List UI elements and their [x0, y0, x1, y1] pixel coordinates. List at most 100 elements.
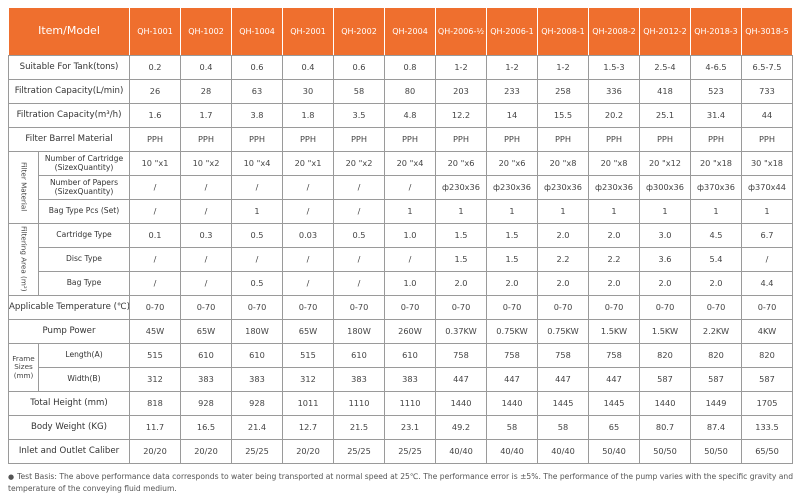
table-cell: 0.6 [231, 55, 283, 80]
table-cell: 30 "x18 [741, 151, 793, 176]
table-cell: 587 [690, 367, 742, 392]
table-cell: / [129, 199, 181, 224]
table-cell: 1011 [282, 391, 334, 416]
table-cell: PPH [180, 127, 232, 152]
table-cell: 25/25 [333, 439, 385, 464]
table-cell: 180W [333, 319, 385, 344]
table-row: Filter Barrel Material PPH PPH PPH PPH PPH PPH… [8, 127, 793, 152]
table-cell: 12.2 [435, 103, 487, 128]
table-cell: 383 [231, 367, 283, 392]
table-cell: 20 "x1 [282, 151, 334, 176]
table-cell: 0-70 [537, 295, 589, 320]
table-cell: 447 [537, 367, 589, 392]
table-row: Bag Type //0.5//1.0 2.0 2.0 2.0 2.0 2.0 2.0 4.4 [9, 271, 793, 296]
table-cell: 610 [180, 343, 232, 368]
model-header: QH-2008-1 [537, 7, 589, 56]
model-header: QH-1002 [180, 7, 232, 56]
table-cell: 0-70 [282, 295, 334, 320]
table-cell: 447 [588, 367, 640, 392]
table-cell: 1-2 [486, 55, 538, 80]
model-header: QH-2001 [282, 7, 334, 56]
table-cell: / [180, 175, 232, 200]
table-cell: 758 [486, 343, 538, 368]
table-cell: 15.5 [537, 103, 589, 128]
table-cell: / [129, 247, 181, 272]
table-cell: 312 [282, 367, 334, 392]
table-cell: 4.5 [690, 223, 742, 248]
table-cell: 25/25 [231, 439, 283, 464]
table-cell: ф230x36 [537, 175, 589, 200]
table-cell: 133.5 [741, 415, 793, 440]
table-cell: PPH [537, 127, 589, 152]
table-cell: 0.2 [129, 55, 181, 80]
table-cell: 1440 [435, 391, 487, 416]
table-cell: 21.4 [231, 415, 283, 440]
table-cell: 25.1 [639, 103, 691, 128]
table-cell: / [180, 247, 232, 272]
table-cell: 2.0 [537, 271, 589, 296]
table-cell: 2.0 [435, 271, 487, 296]
table-cell: / [384, 175, 436, 200]
table-cell: 758 [435, 343, 487, 368]
table-cell: 20 "x2 [333, 151, 385, 176]
table-row: Disc Type / / / / //1.5 1.5 2.2 2.2 3.6 5.4/ [9, 247, 793, 272]
table-cell: 31.4 [690, 103, 742, 128]
table-cell: 1 [639, 199, 691, 224]
table-cell: 20/20 [129, 439, 181, 464]
table-cell: 1 [741, 199, 793, 224]
table-cell: 1110 [333, 391, 385, 416]
table-cell: ф300x36 [639, 175, 691, 200]
row-label: Pump Power [8, 319, 130, 344]
table-cell: 523 [690, 79, 742, 104]
table-cell: 1-2 [537, 55, 589, 80]
table-cell: 1 [537, 199, 589, 224]
table-cell: ф230x36 [435, 175, 487, 200]
table-cell: PPH [690, 127, 742, 152]
table-cell: 2.0 [537, 223, 589, 248]
table-cell: 1-2 [435, 55, 487, 80]
table-cell: 0-70 [129, 295, 181, 320]
table-cell: 258 [537, 79, 589, 104]
table-cell: 0.5 [231, 223, 283, 248]
row-label: Bag Type [38, 271, 130, 296]
table-cell: 0-70 [231, 295, 283, 320]
note-text: Test Basis: The above performance data c… [8, 472, 794, 493]
table-cell: ф370x44 [741, 175, 793, 200]
row-label: Applicable Temperature (℃) [8, 295, 130, 320]
table-cell: / [231, 247, 283, 272]
row-group-label: Filter Material [8, 151, 39, 224]
table-row: Suitable For Tank(tons) 0.2 0.4 0.6 0.4 0.6 0.… [8, 55, 793, 80]
table-cell: PPH [333, 127, 385, 152]
table-cell: / [282, 271, 334, 296]
table-cell: 0-70 [384, 295, 436, 320]
row-label: Inlet and Outlet Caliber [8, 439, 130, 464]
table-cell: 65W [180, 319, 232, 344]
table-cell: 0-70 [486, 295, 538, 320]
table-row: Body Weight (KG) 11.7 16.5 21.4 12.7 21.5 23.1… [8, 415, 793, 440]
table-row: Pump Power 45W 65W 180W 65W 180W 260W 0.37KW 0.7… [8, 319, 793, 344]
table-cell: 820 [639, 343, 691, 368]
item-model-header: Item/Model [8, 7, 130, 56]
table-cell: 1.5KW [588, 319, 640, 344]
table-cell: 383 [333, 367, 385, 392]
table-cell: 14 [486, 103, 538, 128]
table-cell: 515 [282, 343, 334, 368]
table-cell: / [180, 199, 232, 224]
table-cell: 587 [741, 367, 793, 392]
table-row: Number of Papers (SizexQuantity) / / / / / / ф2… [9, 175, 793, 200]
table-row: Total Height (mm) 818 928 928 1011 1110 1110 14… [8, 391, 793, 416]
table-cell: 58 [537, 415, 589, 440]
table-cell: 447 [435, 367, 487, 392]
table-cell: 11.7 [129, 415, 181, 440]
table-cell: 1.5 [486, 223, 538, 248]
table-cell: 0-70 [435, 295, 487, 320]
table-cell: 1.5 [435, 247, 487, 272]
table-cell: / [180, 271, 232, 296]
model-header: QH-3018-5 [741, 7, 793, 56]
table-cell: 1 [231, 199, 283, 224]
table-cell: ф230x36 [588, 175, 640, 200]
table-cell: 733 [741, 79, 793, 104]
table-cell: 3.6 [639, 247, 691, 272]
table-cell: 40/40 [486, 439, 538, 464]
table-cell: 0-70 [333, 295, 385, 320]
